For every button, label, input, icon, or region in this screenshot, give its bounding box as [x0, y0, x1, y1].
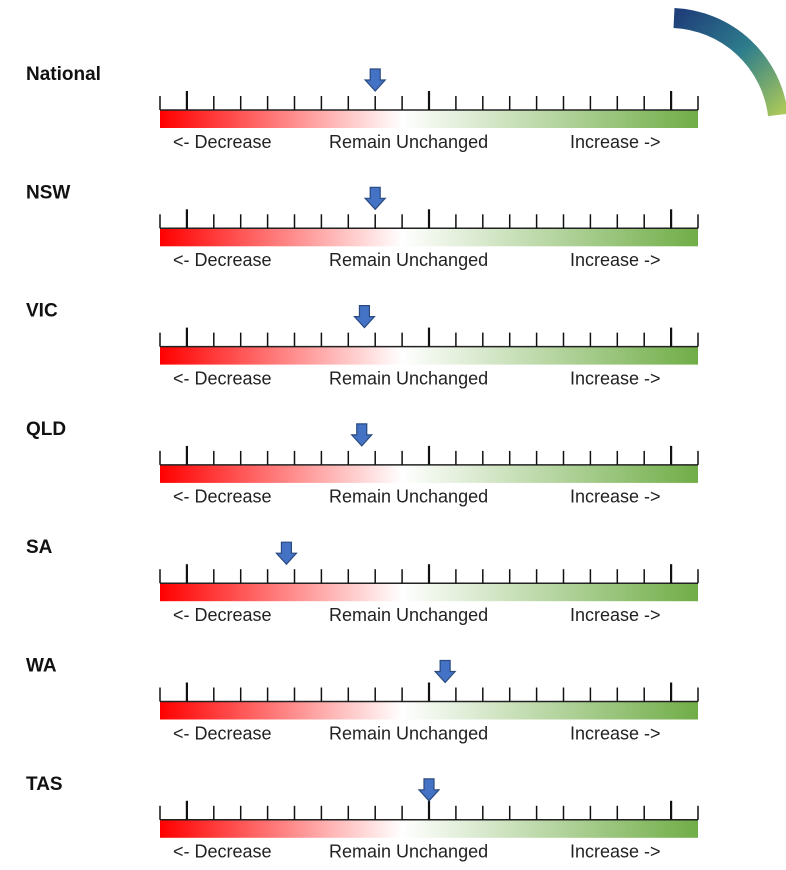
scale-label: Increase ->: [570, 842, 661, 862]
scale-bar: [160, 701, 698, 720]
indicator-arrow: [363, 186, 387, 211]
scale-label: Increase ->: [570, 132, 661, 152]
scale-label: <- Decrease: [173, 487, 272, 507]
region-label: TAS: [26, 774, 63, 795]
scale-bar: [160, 583, 698, 602]
corner-arc: [673, 8, 786, 117]
scale-bar: [160, 819, 698, 838]
scale-label: Increase ->: [570, 250, 661, 270]
scale-label: <- Decrease: [173, 723, 272, 743]
scale-label: Increase ->: [570, 487, 661, 507]
indicator-arrow: [363, 68, 387, 92]
scale-label: Increase ->: [570, 605, 661, 625]
indicator-arrow: [433, 659, 457, 684]
scale-label: Increase ->: [570, 368, 661, 388]
scale-label: Remain Unchanged: [329, 368, 488, 388]
scale-bar: [160, 110, 698, 128]
indicator-arrow: [353, 305, 376, 329]
scale-label: Increase ->: [570, 723, 661, 743]
scale-bar: [160, 228, 698, 247]
region-label: VIC: [26, 301, 58, 322]
scale-label: Remain Unchanged: [329, 723, 488, 743]
scale-label: Remain Unchanged: [329, 487, 488, 507]
region-label: NSW: [26, 182, 70, 203]
scale-label: <- Decrease: [173, 132, 272, 152]
region-label: National: [26, 64, 101, 85]
scale-bar: [160, 346, 698, 365]
region-label: QLD: [26, 419, 66, 440]
scale-label: <- Decrease: [173, 250, 272, 270]
scale-label: Remain Unchanged: [329, 605, 488, 625]
indicator-arrow: [417, 778, 441, 802]
region-label: WA: [26, 656, 57, 677]
region-label: SA: [26, 537, 53, 558]
scale-label: Remain Unchanged: [329, 842, 488, 862]
scale-label: <- Decrease: [173, 605, 272, 625]
scale-label: <- Decrease: [173, 368, 272, 388]
scale-label: Remain Unchanged: [329, 250, 488, 270]
indicator-arrow: [350, 423, 374, 447]
indicator-arrow: [275, 541, 298, 566]
scale-label: Remain Unchanged: [329, 132, 488, 152]
scale-label: <- Decrease: [173, 842, 272, 862]
scale-bar: [160, 464, 698, 483]
